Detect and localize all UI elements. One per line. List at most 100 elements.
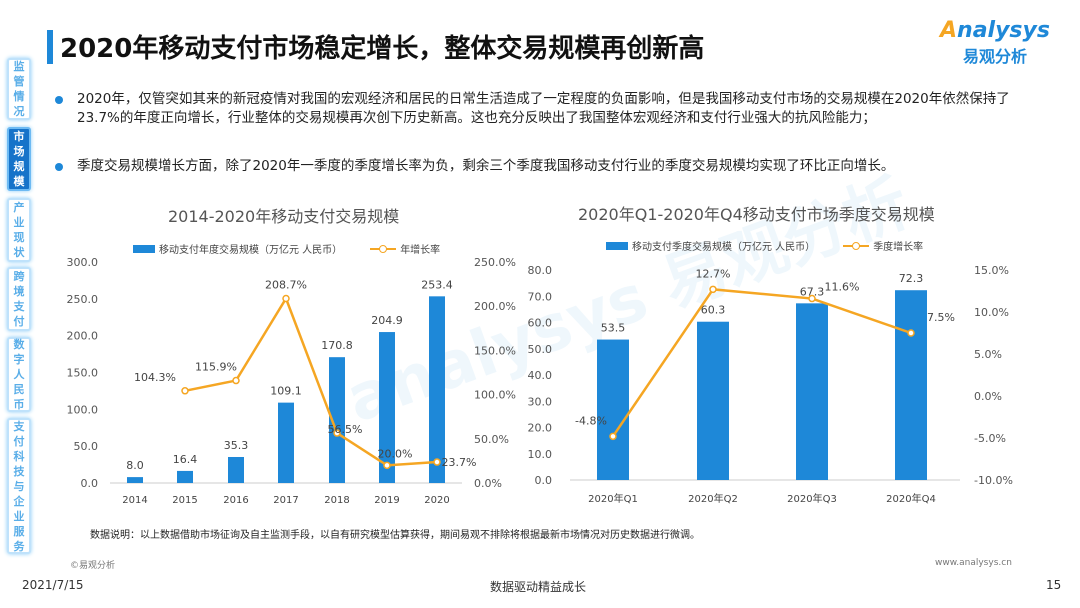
chart1-legend: 移动支付年度交易规模（万亿元 人民币） 年增长率 (133, 241, 440, 256)
line-point (282, 294, 290, 303)
bar (429, 296, 445, 483)
bar-value-label: 8.0 (126, 459, 144, 472)
x-tick-label: 2016 (223, 495, 248, 506)
line-point (181, 387, 189, 395)
line-value-label: 11.6% (825, 281, 860, 294)
y2-tick-label: -10.0% (974, 474, 1013, 487)
line-point (232, 376, 240, 385)
bar-value-label: 204.9 (371, 314, 403, 327)
y2-tick-label: 250.0% (474, 256, 516, 269)
sidebar-item-digital-rmb[interactable]: 数字人民币 (7, 337, 31, 412)
legend-bar-swatch (606, 241, 628, 250)
bar-value-label: 253.4 (421, 278, 453, 291)
y2-tick-label: -5.0% (974, 432, 1006, 445)
x-tick-label: 2020年Q1 (588, 492, 638, 505)
sidebar-item-cross-border[interactable]: 跨境支付 (7, 267, 31, 331)
x-tick-label: 2020年Q4 (886, 492, 936, 505)
bar (796, 303, 828, 480)
sidebar-item-regulation[interactable]: 监管情况 (7, 58, 31, 120)
page-number: 15 (1046, 578, 1062, 592)
x-tick-label: 2019 (374, 495, 399, 506)
bar-value-label: 53.5 (601, 322, 626, 335)
bar (228, 456, 244, 483)
sidebar-item-market-size[interactable]: 市场规模 (7, 127, 31, 191)
sidebar-item-industry-status[interactable]: 产业现状 (7, 198, 31, 262)
bar (177, 470, 193, 483)
line-value-label: 104.3% (134, 371, 176, 384)
y2-tick-label: 100.0% (474, 389, 516, 402)
y-tick-label: 50.0 (528, 343, 553, 356)
line-point (907, 329, 915, 337)
bar-value-label: 67.3 (800, 285, 825, 298)
y-tick-label: 60.0 (528, 317, 553, 330)
line-value-label: 115.9% (195, 361, 237, 374)
y-tick-label: 150.0 (67, 367, 99, 380)
chart2-title: 2020年Q1-2020年Q4移动支付市场季度交易规模 (578, 205, 935, 224)
footer-slogan: 数据驱动精益成长 (490, 580, 587, 594)
logo: Analysys 易观分析 (940, 18, 1050, 67)
sidebar-item-paytech[interactable]: 支付科技与企业服务 (7, 418, 31, 554)
line-value-label: 7.5% (927, 311, 955, 324)
y2-tick-label: 0.0% (474, 477, 502, 490)
y-tick-label: 80.0 (528, 264, 553, 277)
y-tick-label: 30.0 (528, 395, 553, 408)
y2-tick-label: 200.0% (474, 300, 516, 313)
line-point (433, 458, 441, 466)
y2-tick-label: 50.0% (474, 433, 509, 446)
line-value-label: 12.7% (696, 267, 731, 280)
y2-tick-label: 15.0% (974, 264, 1009, 277)
line-value-label: 23.7% (442, 456, 477, 469)
bar (895, 290, 927, 480)
line-value-label: 208.7% (265, 279, 307, 292)
line-point (808, 294, 816, 303)
line-point (609, 432, 617, 441)
footer-date: 2021/7/15 (22, 578, 84, 592)
growth-line (611, 288, 912, 438)
x-tick-label: 2020年Q3 (787, 492, 837, 505)
y2-tick-label: 5.0% (974, 348, 1002, 361)
chart2-legend: 移动支付季度交易规模（万亿元 人民币） 季度增长率 (606, 238, 923, 253)
website: www.analysys.cn (935, 558, 1012, 568)
y-tick-label: 250.0 (67, 293, 99, 306)
line-point (383, 461, 391, 470)
bullet-1: 2020年，仅管突如其来的新冠疫情对我国的宏观经济和居民的日常生活造成了一定程度… (55, 90, 1045, 128)
bullet-dot (55, 96, 63, 104)
x-tick-label: 2018 (324, 495, 349, 506)
line-point (333, 429, 341, 437)
logo-en: Analysys (940, 18, 1050, 43)
line-value-label: 56.5% (328, 423, 363, 436)
bar-value-label: 109.1 (270, 385, 302, 398)
y2-tick-label: 10.0% (974, 306, 1009, 319)
bullet-2: 季度交易规模增长方面，除了2020年一季度的季度增长率为负，剩余三个季度我国移动… (55, 157, 1045, 176)
logo-cn: 易观分析 (962, 47, 1027, 66)
page-title: 2020年移动支付市场稳定增长，整体交易规模再创新高 (60, 34, 705, 64)
legend-label: 移动支付年度交易规模（万亿元 人民币） (159, 245, 343, 256)
bar (329, 357, 345, 483)
bullet-dot (55, 163, 63, 171)
legend-label: 移动支付季度交易规模（万亿元 人民币） (632, 242, 816, 253)
bar-value-label: 72.3 (899, 272, 924, 285)
y-tick-label: 40.0 (528, 369, 553, 382)
x-tick-label: 2017 (273, 495, 298, 506)
x-tick-label: 2020年Q2 (688, 492, 738, 505)
copyright: ©易观分析 (70, 561, 116, 571)
y-tick-label: 50.0 (74, 440, 99, 453)
chart1-title: 2014-2020年移动支付交易规模 (168, 207, 400, 226)
legend-line-swatch (370, 244, 397, 254)
y2-tick-label: 150.0% (474, 344, 516, 357)
y-tick-label: 0.0 (535, 474, 553, 487)
y2-tick-label: 0.0% (974, 390, 1002, 403)
line-value-label: -4.8% (575, 414, 607, 427)
y-tick-label: 200.0 (67, 330, 99, 343)
bar (697, 321, 729, 480)
y-tick-label: 20.0 (528, 422, 553, 435)
line-value-label: 20.0% (378, 447, 413, 460)
y-tick-label: 0.0 (81, 477, 99, 490)
bar-value-label: 170.8 (321, 339, 353, 352)
bar-value-label: 35.3 (224, 439, 249, 452)
x-tick-label: 2020 (424, 495, 449, 506)
data-note: 数据说明：以上数据借助市场征询及自主监测手段，以自有研究模型估算获得，期间易观不… (90, 530, 700, 541)
y-tick-label: 100.0 (67, 403, 99, 416)
growth-line (184, 295, 438, 467)
